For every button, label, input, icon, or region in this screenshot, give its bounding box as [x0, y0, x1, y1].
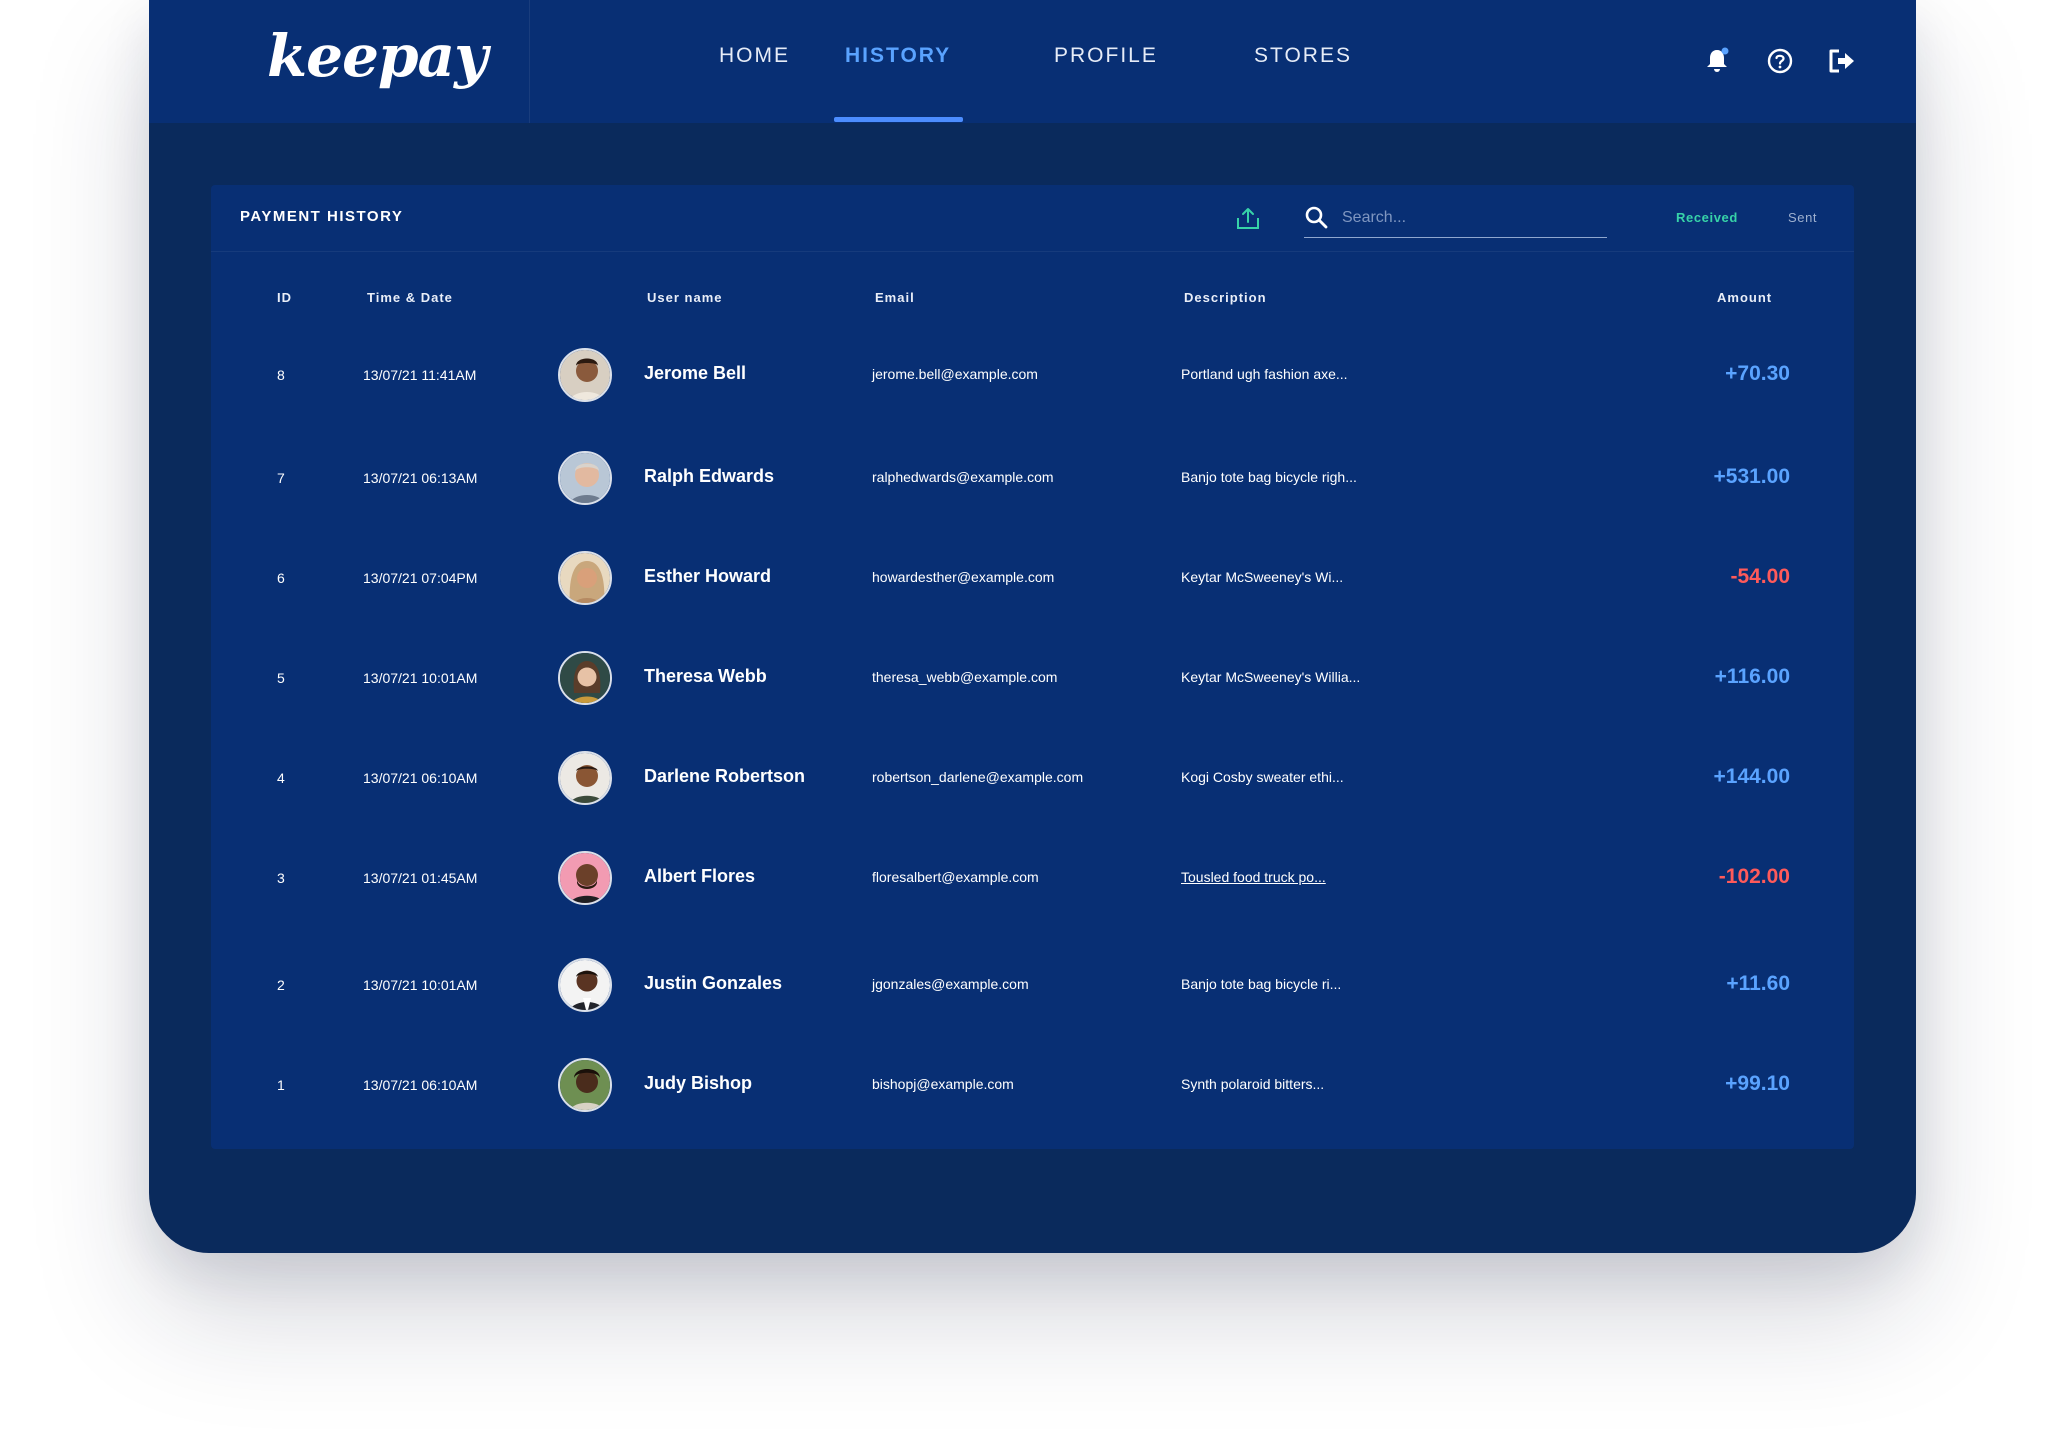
row-username[interactable]: Jerome Bell [644, 363, 747, 383]
row-description: Keytar McSweeney's Wi... [1181, 569, 1344, 585]
row-id: 8 [277, 367, 285, 383]
row-email: jgonzales@example.com [872, 976, 1029, 992]
row-amount: -54.00 [1730, 565, 1790, 588]
column-header-description[interactable]: Description [1184, 290, 1267, 305]
row-email: jerome.bell@example.com [872, 366, 1038, 382]
row-username[interactable]: Esther Howard [644, 566, 772, 586]
table-row[interactable]: 6 13/07/21 07:04PM Esther Howard howarde… [211, 538, 1854, 618]
row-description: Synth polaroid bitters... [1181, 1076, 1325, 1092]
row-username[interactable]: Ralph Edwards [644, 466, 775, 486]
row-datetime: 13/07/21 06:13AM [363, 470, 478, 486]
row-datetime: 13/07/21 11:41AM [363, 367, 477, 383]
row-id: 1 [277, 1077, 285, 1093]
column-header-id[interactable]: ID [277, 290, 292, 305]
table-row[interactable]: 3 13/07/21 01:45AM Albert Flores floresa… [211, 838, 1854, 918]
row-username[interactable]: Theresa Webb [644, 666, 767, 686]
search-icon [1304, 205, 1328, 229]
panel-header: PAYMENT HISTORY Received Sent [211, 185, 1854, 252]
row-id: 4 [277, 770, 285, 786]
row-description: Kogi Cosby sweater ethi... [1181, 769, 1344, 785]
row-amount: +99.10 [1725, 1072, 1790, 1095]
row-email: ralphedwards@example.com [872, 469, 1054, 485]
row-amount: +70.30 [1725, 362, 1790, 385]
row-amount: +531.00 [1713, 465, 1791, 488]
bell-icon[interactable] [1702, 46, 1732, 76]
row-description: Keytar McSweeney's Willia... [1181, 669, 1361, 685]
avatar [558, 451, 612, 505]
nav-stores[interactable]: STORES [1254, 44, 1352, 67]
avatar [558, 751, 612, 805]
avatar [558, 851, 612, 905]
row-id: 7 [277, 470, 285, 486]
avatar [558, 1058, 612, 1112]
table-row[interactable]: 5 13/07/21 10:01AM Theresa Webb theresa_… [211, 638, 1854, 718]
row-description: Banjo tote bag bicycle righ... [1181, 469, 1357, 485]
row-id: 2 [277, 977, 285, 993]
row-email: theresa_webb@example.com [872, 669, 1058, 685]
row-description: Banjo tote bag bicycle ri... [1181, 976, 1342, 992]
row-description[interactable]: Tousled food truck po... [1181, 869, 1326, 885]
column-header-email[interactable]: Email [875, 290, 915, 305]
row-email: floresalbert@example.com [872, 869, 1039, 885]
row-datetime: 13/07/21 01:45AM [363, 870, 478, 886]
row-id: 5 [277, 670, 285, 686]
row-username[interactable]: Darlene Robertson [644, 766, 806, 786]
column-header-amount[interactable]: Amount [1717, 290, 1773, 305]
panel-title: PAYMENT HISTORY [240, 208, 404, 225]
avatar [558, 348, 612, 402]
column-header-username[interactable]: User name [647, 290, 723, 305]
row-datetime: 13/07/21 06:10AM [363, 1077, 478, 1093]
logo-area: keepay [149, 0, 530, 123]
table-row[interactable]: 8 13/07/21 11:41AM Jerome Bell jerome.be… [211, 335, 1854, 415]
avatar [558, 551, 612, 605]
nav-profile[interactable]: PROFILE [1054, 44, 1158, 67]
row-email: bishopj@example.com [872, 1076, 1014, 1092]
table-row[interactable]: 2 13/07/21 10:01AM Justin Gonzales jgonz… [211, 945, 1854, 1025]
logout-icon[interactable] [1826, 46, 1856, 76]
top-navigation-bar: keepay HOME HISTORY PROFILE STORES [149, 0, 1916, 123]
search-input[interactable] [1340, 201, 1604, 235]
help-icon[interactable] [1765, 46, 1795, 76]
row-username[interactable]: Judy Bishop [644, 1073, 753, 1093]
row-email: robertson_darlene@example.com [872, 769, 1084, 785]
row-datetime: 13/07/21 07:04PM [363, 570, 478, 586]
export-icon[interactable] [1235, 206, 1261, 232]
nav-home[interactable]: HOME [719, 44, 790, 67]
row-id: 3 [277, 870, 285, 886]
row-username[interactable]: Justin Gonzales [644, 973, 783, 993]
row-amount: +144.00 [1713, 765, 1791, 788]
row-datetime: 13/07/21 10:01AM [363, 670, 478, 686]
row-datetime: 13/07/21 06:10AM [363, 770, 478, 786]
table-row[interactable]: 7 13/07/21 06:13AM Ralph Edwards ralphed… [211, 438, 1854, 518]
table-row[interactable]: 1 13/07/21 06:10AM Judy Bishop bishopj@e… [211, 1045, 1854, 1125]
row-amount: +11.60 [1726, 972, 1790, 995]
avatar [558, 958, 612, 1012]
avatar [558, 651, 612, 705]
row-amount: -102.00 [1718, 865, 1790, 888]
payment-history-panel: PAYMENT HISTORY Received Sent [211, 185, 1854, 1149]
row-username[interactable]: Albert Flores [644, 866, 756, 886]
column-header-datetime[interactable]: Time & Date [367, 290, 453, 305]
nav-history[interactable]: HISTORY [845, 44, 952, 67]
search-box [1304, 201, 1607, 238]
filter-received[interactable]: Received [1676, 210, 1738, 225]
row-email: howardesther@example.com [872, 569, 1055, 585]
row-description: Portland ugh fashion axe... [1181, 366, 1348, 382]
row-amount: +116.00 [1714, 665, 1790, 688]
filter-sent[interactable]: Sent [1788, 210, 1818, 225]
keepay-logo[interactable]: keepay [267, 22, 488, 90]
app-window: keepay HOME HISTORY PROFILE STORES [149, 0, 1916, 1253]
row-id: 6 [277, 570, 285, 586]
row-datetime: 13/07/21 10:01AM [363, 977, 478, 993]
nav-active-indicator [834, 117, 963, 122]
table-row[interactable]: 4 13/07/21 06:10AM Darlene Robertson rob… [211, 738, 1854, 818]
